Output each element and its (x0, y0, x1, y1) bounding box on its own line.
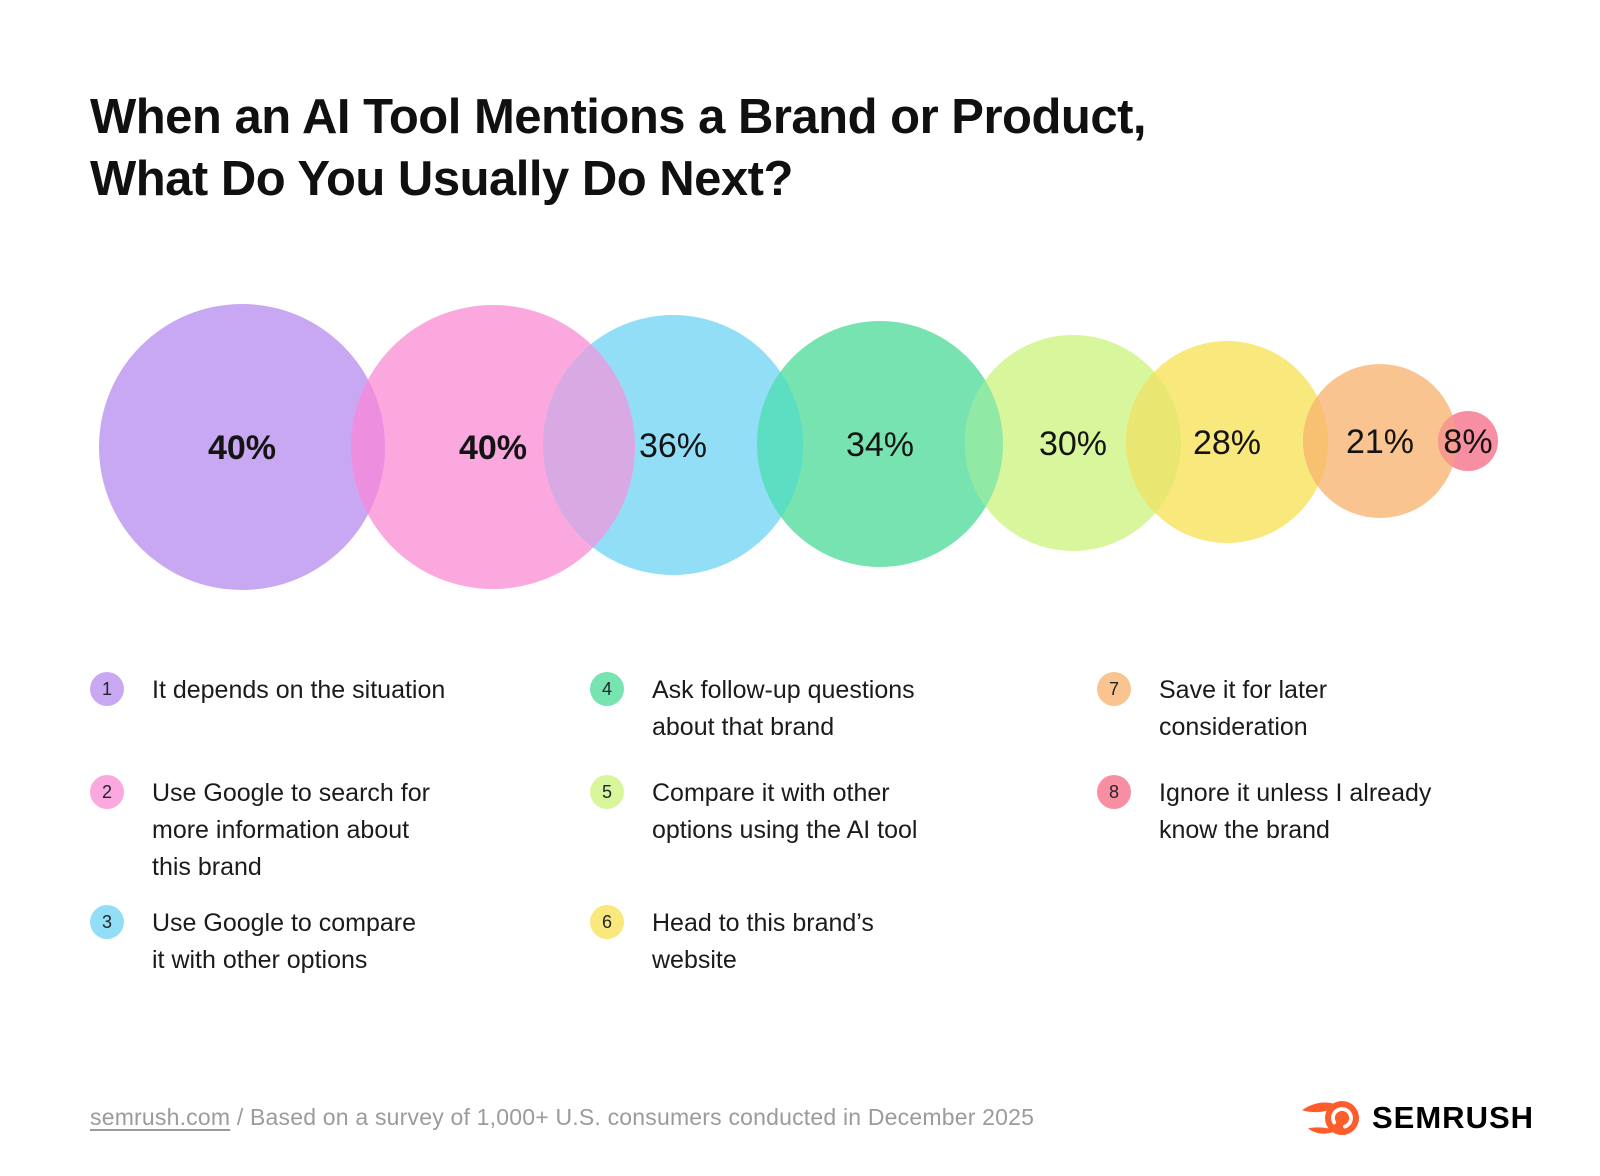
semrush-flame-icon (1302, 1101, 1359, 1135)
legend-badge-4: 4 (590, 672, 624, 706)
legend-item-2: 2 Use Google to search for more informati… (90, 775, 552, 886)
legend-badge-8: 8 (1097, 775, 1131, 809)
legend-item-label: It depends on the situation (152, 676, 446, 704)
legend-item-label: Head to this brand’s website (652, 909, 874, 974)
legend-badge-number: 5 (601, 781, 612, 802)
legend-badge-3: 3 (90, 905, 124, 939)
legend-badge-1: 1 (90, 672, 124, 706)
bubble-value-label-5: 30% (1039, 425, 1107, 463)
bubble-value-label-4: 34% (846, 426, 914, 464)
legend-item-7: 7 Save it for later consideration (1097, 672, 1559, 746)
bubble-value-label-2: 40% (459, 429, 527, 467)
bubble-value-label-7: 21% (1346, 423, 1414, 461)
legend-badge-7: 7 (1097, 672, 1131, 706)
semrush-logo: SEMRUSH (1302, 1097, 1534, 1139)
bubble-circle-1 (99, 304, 385, 590)
source-line: semrush.com / Based on a survey of 1,000… (90, 1104, 1034, 1131)
bubble-value-label-8: 8% (1443, 423, 1492, 461)
legend-item-label: Compare it with other options using the … (652, 779, 918, 844)
bubble-chart: 40% 40% 36% 34% 30% 28% 21% 8% (99, 304, 1498, 590)
semrush-wordmark: SEMRUSH (1372, 1100, 1535, 1135)
legend-badge-number: 2 (101, 781, 112, 802)
legend-badge-number: 4 (601, 678, 612, 699)
bubble-overlap-7-8 (1438, 411, 1457, 471)
legend-badge-6: 6 (590, 905, 624, 939)
legend-badge-5: 5 (590, 775, 624, 809)
bubble-value-label-1: 40% (208, 429, 276, 467)
legend-item-8: 8 Ignore it unless I already know the bra… (1097, 775, 1559, 849)
bubble-overlap-2-3 (543, 315, 635, 575)
page-title-line2: What Do You Usually Do Next? (90, 152, 793, 206)
legend-item-6: 6 Head to this brand’s website (590, 905, 1052, 979)
source-text: / Based on a survey of 1,000+ U.S. consu… (230, 1104, 1035, 1130)
legend-item-4: 4 Ask follow-up questions about that bran… (590, 672, 1052, 746)
bubble-circle-6 (1126, 341, 1328, 543)
source-link[interactable]: semrush.com (90, 1104, 231, 1130)
page-title-line1: When an AI Tool Mentions a Brand or Prod… (90, 90, 1147, 144)
legend-item-label: Ask follow-up questions about that brand (652, 676, 915, 741)
legend-item-label: Use Google to compare it with other opti… (152, 909, 417, 974)
legend-badge-number: 1 (101, 678, 112, 699)
bubble-circle-7 (1303, 364, 1457, 518)
legend-badge-2: 2 (90, 775, 124, 809)
bubble-value-label-6: 28% (1193, 424, 1261, 462)
legend-item-3: 3 Use Google to compare it with other opt… (90, 905, 552, 979)
legend-badge-number: 8 (1108, 781, 1119, 802)
legend-item-label: Use Google to search for more informatio… (152, 779, 430, 881)
legend-item-1: 1 It depends on the situation (90, 672, 552, 709)
legend-badge-number: 7 (1108, 678, 1119, 699)
legend-badge-number: 3 (101, 911, 112, 932)
legend-badge-number: 6 (601, 911, 612, 932)
legend-item-label: Save it for later consideration (1159, 676, 1328, 741)
legend-item-5: 5 Compare it with other options using the… (590, 775, 1052, 849)
page-title: When an AI Tool Mentions a Brand or Prod… (90, 86, 1147, 210)
bubble-circle-5 (965, 335, 1181, 551)
bubble-value-label-3: 36% (639, 427, 707, 465)
legend-item-label: Ignore it unless I already know the bran… (1159, 779, 1432, 844)
bubble-circle-4 (757, 321, 1003, 567)
